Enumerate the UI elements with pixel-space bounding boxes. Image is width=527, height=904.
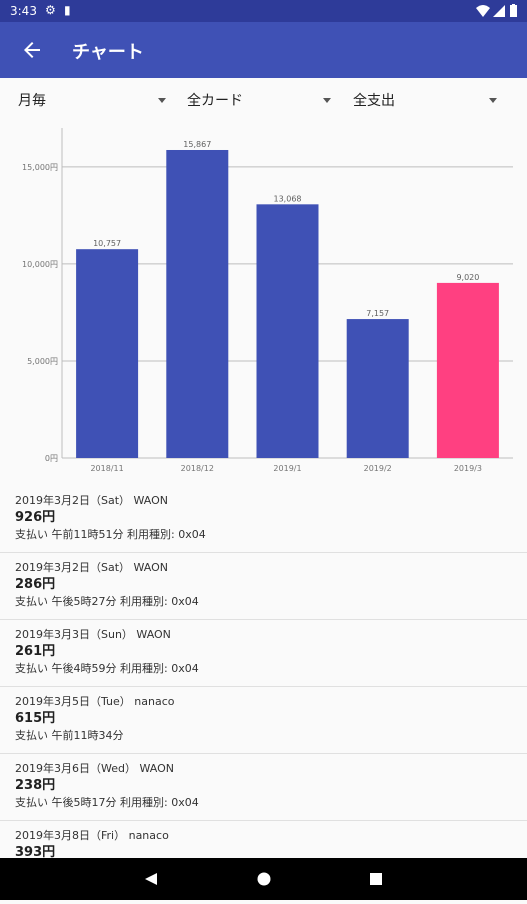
app-bar: チャート (0, 22, 527, 78)
navigation-bar (0, 858, 527, 900)
category-dropdown-value: 全支出 (353, 93, 395, 109)
bar-value-label: 13,068 (274, 194, 302, 203)
dropdown-arrow-icon (323, 98, 331, 103)
transaction-amount: 393円 (15, 845, 56, 858)
battery-icon (510, 4, 517, 17)
arrow-back-icon (24, 42, 40, 58)
x-tick-label: 2019/1 (273, 464, 301, 473)
bar-2019-2 (346, 319, 409, 458)
bar-value-label: 9,020 (456, 273, 479, 282)
x-tick-label: 2018/12 (181, 464, 214, 473)
page-title: チャート (72, 42, 144, 63)
period-dropdown[interactable]: 月毎 (18, 90, 166, 114)
transaction-date: 2019年3月6日（Wed） WAON (15, 762, 174, 775)
nav-recents-button[interactable] (346, 858, 406, 900)
nav-back-button[interactable] (121, 858, 181, 900)
category-dropdown[interactable]: 全支出 (353, 90, 497, 114)
transaction-item[interactable]: 2019年3月3日（Sun） WAON 261円支払い 午後4時59分 利用種別:… (0, 620, 527, 687)
transaction-detail: 支払い 午後4時59分 利用種別: 0x04 (15, 662, 199, 675)
dropdown-arrow-icon (158, 98, 166, 103)
transaction-detail: 支払い 午後5時17分 利用種別: 0x04 (15, 796, 199, 809)
monthly-chart: 0円 5,000円 10,000円 15,000円 10,757 2018/11 15,86… (0, 126, 527, 480)
transaction-list: 2019年3月2日（Sat） WAON 926円支払い 午前11時51分 利用種別… (0, 486, 527, 858)
transaction-detail: 支払い 午前11時51分 利用種別: 0x04 (15, 528, 206, 541)
bar-value-label: 7,157 (366, 309, 389, 318)
transaction-item[interactable]: 2019年3月2日（Sat） WAON 286円支払い 午後5時27分 利用種別:… (0, 553, 527, 620)
x-tick-label: 2018/11 (90, 464, 123, 473)
y-tick-label: 10,000円 (22, 260, 58, 269)
bar-value-label: 10,757 (93, 239, 121, 248)
transaction-amount: 261円 (15, 644, 56, 659)
x-tick-label: 2019/3 (454, 464, 482, 473)
nav-home-button[interactable] (234, 858, 294, 900)
x-tick-label: 2019/2 (364, 464, 392, 473)
nav-home-icon (257, 872, 271, 886)
back-button[interactable] (12, 30, 52, 70)
status-time: 3:43 (10, 4, 37, 18)
card-dropdown-value: 全カード (187, 93, 243, 109)
transaction-item[interactable]: 2019年3月2日（Sat） WAON 926円支払い 午前11時51分 利用種別… (0, 486, 527, 553)
bar-value-label: 15,867 (183, 140, 211, 149)
bar-2018-12 (166, 149, 229, 458)
bar-2018-11 (76, 249, 139, 458)
transaction-date: 2019年3月3日（Sun） WAON (15, 628, 171, 641)
dropdown-arrow-icon (489, 98, 497, 103)
chart-svg: 0円 5,000円 10,000円 15,000円 10,757 2018/11 15,86… (22, 128, 513, 473)
wifi-icon (476, 5, 490, 17)
transaction-detail: 支払い 午前11時34分 (15, 729, 124, 742)
bar-2019-3 (436, 282, 499, 458)
transaction-date: 2019年3月5日（Tue） nanaco (15, 695, 175, 708)
nav-recents-icon (370, 873, 382, 885)
transaction-amount: 286円 (15, 577, 56, 592)
transaction-date: 2019年3月2日（Sat） WAON (15, 494, 169, 507)
transaction-detail: 支払い 午後5時27分 利用種別: 0x04 (15, 595, 199, 608)
transaction-item[interactable]: 2019年3月5日（Tue） nanaco 615円支払い 午前11時34分 (0, 687, 527, 754)
status-bar: 3:43 ⚙ ▮ (0, 0, 527, 22)
period-dropdown-value: 月毎 (18, 93, 46, 109)
transaction-date: 2019年3月8日（Fri） nanaco (15, 829, 169, 842)
y-tick-label: 0円 (45, 454, 58, 463)
transaction-date: 2019年3月2日（Sat） WAON (15, 561, 169, 574)
transaction-amount: 615円 (15, 711, 56, 726)
y-tick-label: 5,000円 (27, 357, 58, 366)
transaction-item[interactable]: 2019年3月8日（Fri） nanaco 393円 (0, 821, 527, 858)
transaction-item[interactable]: 2019年3月6日（Wed） WAON 238円支払い 午後5時17分 利用種別:… (0, 754, 527, 821)
y-tick-label: 15,000円 (22, 163, 58, 172)
sd-card-icon: ▮ (64, 3, 71, 17)
filter-bar: 月毎 全カード 全支出 (0, 78, 527, 126)
signal-icon (493, 5, 505, 17)
gear-icon: ⚙ (45, 3, 56, 17)
transaction-amount: 238円 (15, 778, 56, 793)
card-dropdown[interactable]: 全カード (187, 90, 331, 114)
nav-back-icon (145, 873, 157, 885)
transaction-amount: 926円 (15, 510, 56, 525)
bar-2019-1 (256, 204, 319, 458)
